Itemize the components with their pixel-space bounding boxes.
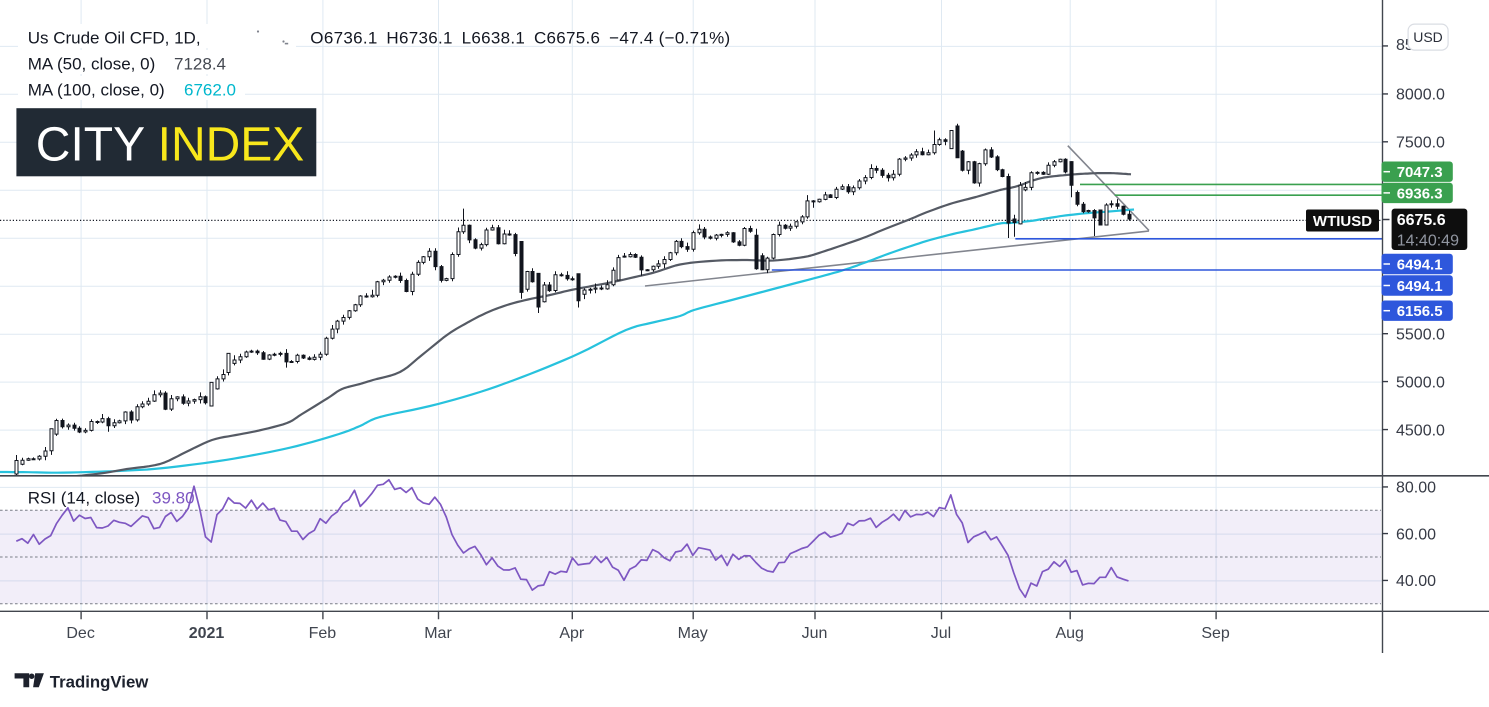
svg-text:6156.5: 6156.5 <box>1397 303 1443 320</box>
svg-text:May: May <box>678 625 708 642</box>
svg-text:8000.0: 8000.0 <box>1396 87 1445 104</box>
svg-text:2021: 2021 <box>189 625 225 642</box>
svg-text:O6736.1 H6736.1 L6638.1 C6675.: O6736.1 H6736.1 L6638.1 C6675.6 −47.4 (−… <box>310 29 730 48</box>
svg-text:Feb: Feb <box>309 625 337 642</box>
svg-text:6936.3: 6936.3 <box>1397 185 1443 202</box>
svg-text:5000.0: 5000.0 <box>1396 374 1445 391</box>
svg-text:7128.4: 7128.4 <box>174 55 226 74</box>
svg-text:CITY INDEX: CITY INDEX <box>36 119 305 172</box>
svg-text:6494.1: 6494.1 <box>1397 256 1443 273</box>
svg-text:40.00: 40.00 <box>1396 573 1436 590</box>
svg-text:Mar: Mar <box>424 625 452 642</box>
svg-text:WTIUSD: WTIUSD <box>1313 213 1372 230</box>
svg-text:Apr: Apr <box>559 625 585 642</box>
svg-text:6494.1: 6494.1 <box>1397 278 1443 295</box>
svg-text:14:40:49: 14:40:49 <box>1397 232 1459 249</box>
svg-text:7500.0: 7500.0 <box>1396 135 1445 152</box>
svg-text:MA (50, close, 0): MA (50, close, 0) <box>28 55 156 74</box>
svg-text:Sep: Sep <box>1201 625 1230 642</box>
svg-text:Dec: Dec <box>66 625 94 642</box>
svg-text:7047.3: 7047.3 <box>1397 164 1443 181</box>
svg-text:Jun: Jun <box>802 625 828 642</box>
svg-text:39.80: 39.80 <box>152 489 195 508</box>
svg-text:Jul: Jul <box>931 625 951 642</box>
svg-text:Us Crude Oil CFD, 1D,: Us Crude Oil CFD, 1D, <box>28 29 201 48</box>
svg-text:MA (100, close, 0): MA (100, close, 0) <box>28 81 165 100</box>
svg-text:RSI (14, close): RSI (14, close) <box>28 489 140 508</box>
svg-text:USD: USD <box>1413 29 1443 45</box>
svg-text:TradingView: TradingView <box>50 673 149 692</box>
svg-text:80.00: 80.00 <box>1396 480 1436 497</box>
svg-text:Aug: Aug <box>1055 625 1083 642</box>
svg-text:6762.0: 6762.0 <box>184 81 236 100</box>
svg-text:60.00: 60.00 <box>1396 526 1436 543</box>
svg-text:4500.0: 4500.0 <box>1396 422 1445 439</box>
svg-text:6675.6: 6675.6 <box>1397 212 1446 229</box>
svg-text:5500.0: 5500.0 <box>1396 327 1445 344</box>
